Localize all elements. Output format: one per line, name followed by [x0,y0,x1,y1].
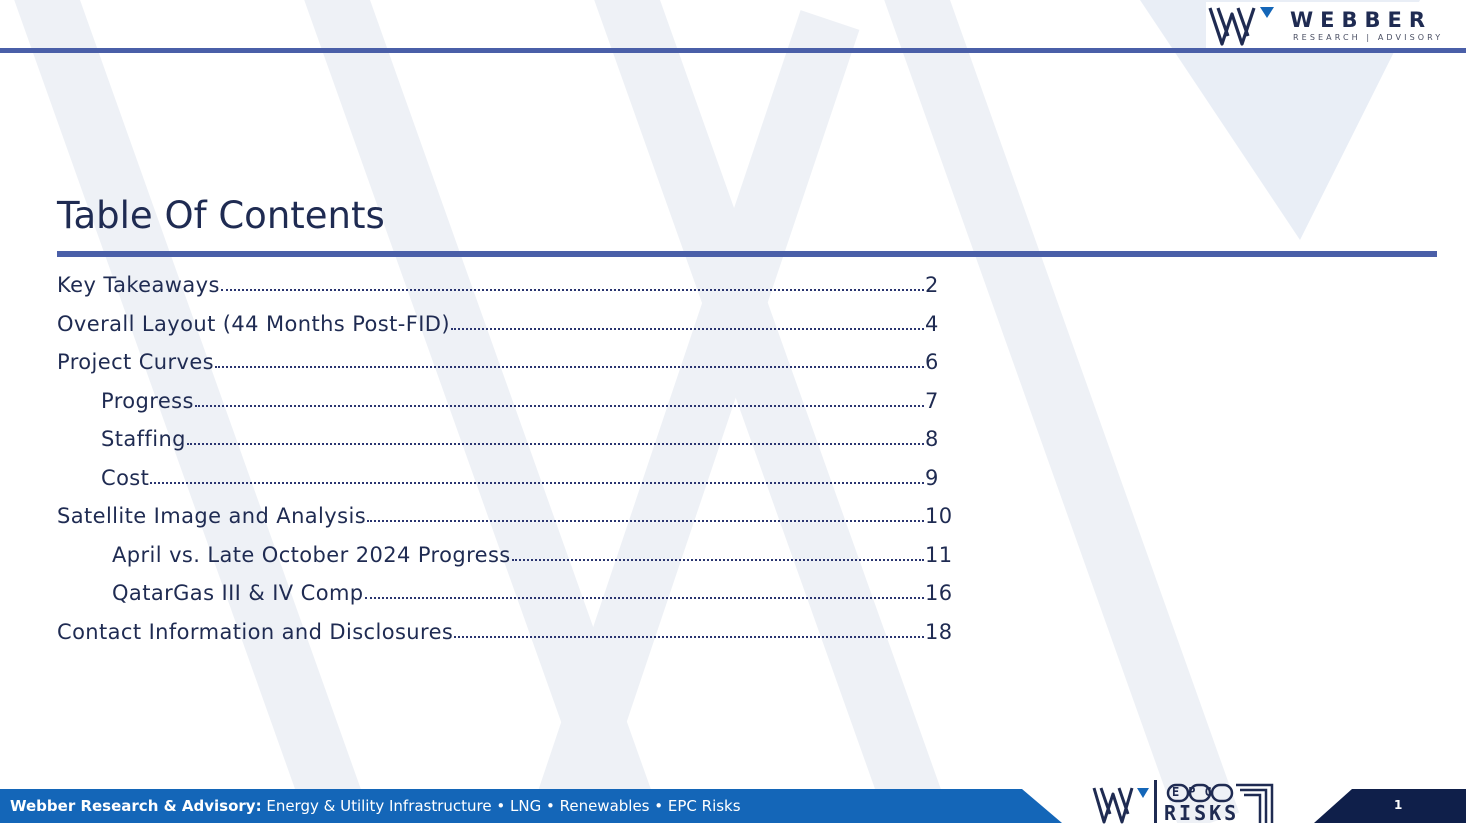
toc-entry[interactable]: Key Takeaways 2 [57,273,953,312]
toc-entry-label[interactable]: Staffing [101,427,186,451]
toc-dot-leader [454,635,924,638]
toc-entry-label[interactable]: Satellite Image and Analysis [57,504,367,528]
webber-logo: WEBBER RESEARCH | ADVISORY [1206,2,1456,48]
toc-entry-label[interactable]: Overall Layout (44 Months Post-FID) [57,311,450,336]
toc-entry[interactable]: Project Curves 6 [57,350,953,389]
toc-entry[interactable]: Staffing 8 [57,427,953,466]
toc-entry-label[interactable]: Contact Information and Disclosures [57,619,454,644]
toc-entry[interactable]: Contact Information and Disclosures 18 [57,620,953,659]
toc-dot-leader [450,327,924,330]
page-number: 1 [1394,798,1403,812]
toc-entry-label[interactable]: April vs. Late October 2024 Progress [112,542,511,567]
toc-entry-label[interactable]: Key Takeaways [57,273,220,297]
toc-entry[interactable]: Cost 9 [57,466,953,505]
toc-entry-label[interactable]: Project Curves [57,350,215,374]
toc-entry-page[interactable]: 18 [925,619,953,644]
toc-entry-page[interactable]: 4 [925,311,939,336]
toc-dot-leader [150,481,924,484]
footer-company: Webber Research & Advisory: [10,797,262,815]
toc-entry-page[interactable]: 11 [925,542,953,567]
toc-dot-leader [367,520,924,522]
toc-entry-label[interactable]: QatarGas III & IV Comp [112,581,364,605]
footer-right-band: 1 [1314,789,1466,823]
title-rule [57,251,1437,257]
footer-left-band: Webber Research & Advisory: Energy & Uti… [0,789,1062,823]
toc-entry-page[interactable]: 8 [925,427,939,451]
brand-name: WEBBER [1290,8,1433,32]
epc-frame-icon [1166,783,1274,823]
footer-topics: Energy & Utility Infrastructure • LNG • … [261,797,741,815]
toc-entry[interactable]: Overall Layout (44 Months Post-FID) 4 [57,312,953,351]
toc-dot-leader [186,443,924,445]
epc-divider [1154,780,1157,823]
webber-w-icon [1208,7,1274,46]
toc-entry[interactable]: April vs. Late October 2024 Progress 11 [57,543,953,582]
toc-entry[interactable]: QatarGas III & IV Comp 16 [57,581,953,620]
footer-bar: Webber Research & Advisory: Energy & Uti… [0,789,1466,823]
toc-entry-label[interactable]: Cost [101,465,150,490]
table-of-contents: Key Takeaways 2 Overall Layout (44 Months … [57,273,953,658]
footer-text: Webber Research & Advisory: Energy & Uti… [10,797,741,815]
toc-dot-leader [194,404,924,407]
toc-entry[interactable]: Satellite Image and Analysis 10 [57,504,953,543]
toc-dot-leader [215,366,924,368]
toc-entry-page[interactable]: 7 [925,388,939,413]
toc-entry-page[interactable]: 10 [925,504,953,528]
toc-entry-page[interactable]: 6 [925,350,939,374]
header-rule [0,48,1466,53]
brand-tagline: RESEARCH | ADVISORY [1293,33,1444,42]
toc-entry-page[interactable]: 2 [925,273,939,297]
toc-entry-page[interactable]: 16 [925,581,953,605]
webber-w-small-icon [1092,787,1149,824]
page-title: Table Of Contents [57,194,385,237]
epc-text-top: EPC [1172,785,1221,799]
toc-dot-leader [364,597,924,599]
epc-risks-logo: EPC RISKS [1088,778,1283,825]
toc-entry-label[interactable]: Progress [101,388,194,413]
toc-entry-page[interactable]: 9 [925,465,939,490]
toc-dot-leader [511,558,924,561]
epc-text-bottom: RISKS [1164,801,1240,825]
toc-dot-leader [220,289,924,291]
toc-entry[interactable]: Progress 7 [57,389,953,428]
